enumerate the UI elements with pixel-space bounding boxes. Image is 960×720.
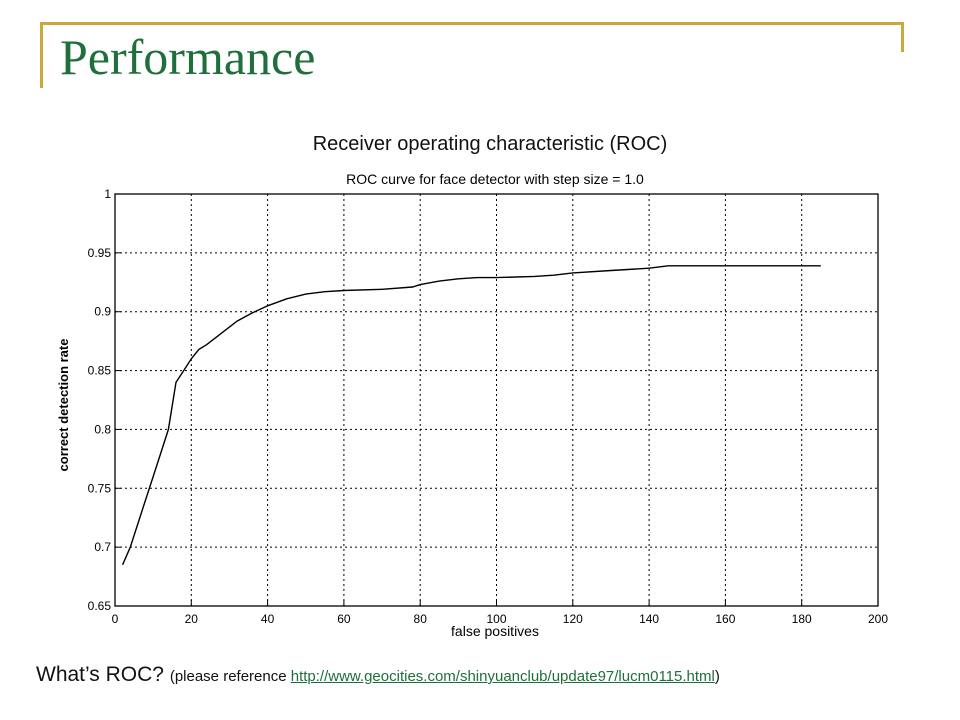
accent-line-right: [901, 22, 904, 52]
series-layer: [121, 265, 821, 566]
grid-layer: [115, 194, 878, 606]
y-tick-label: 0.85: [88, 364, 112, 378]
accent-line-top: [40, 22, 904, 25]
accent-line-left: [40, 22, 43, 88]
x-axis-label: false positives: [451, 623, 539, 639]
footer-reference-suffix: ): [714, 668, 720, 685]
x-tick-label: 180: [792, 612, 812, 626]
y-axis-label: correct detection rate: [56, 339, 71, 472]
y-tick-label: 1: [104, 187, 111, 201]
y-tick-label: 0.95: [88, 246, 112, 260]
y-tick-label: 0.8: [94, 422, 111, 436]
x-tick-label: 40: [261, 612, 275, 626]
roc-chart: ROC curve for face detector with step si…: [56, 171, 889, 639]
reference-link[interactable]: http://www.geocities.com/shinyuanclub/up…: [290, 668, 715, 685]
slide-title: Performance: [60, 29, 316, 85]
x-tick-label: 20: [185, 612, 199, 626]
y-tick-label: 0.9: [94, 305, 111, 319]
x-tick-label: 200: [868, 612, 888, 626]
tick-layer: 0 20 40 60 80 100 120 140 160 180 200 0.65 0.7 0.75 0.…: [88, 187, 889, 626]
roc-curve-line: [121, 265, 821, 566]
chart-caption: Receiver operating characteristic (ROC): [312, 133, 668, 155]
footer-reference-prefix: (please reference: [169, 668, 291, 685]
y-tick-label: 0.75: [88, 481, 112, 495]
footer-reference: (please reference http://www.geocities.c…: [170, 668, 720, 685]
x-tick-label: 80: [414, 612, 428, 626]
chart-title: ROC curve for face detector with step si…: [346, 171, 644, 187]
x-tick-label: 140: [639, 612, 659, 626]
x-tick-label: 0: [112, 612, 119, 626]
x-tick-label: 60: [337, 612, 351, 626]
footer-question: What’s ROC?: [36, 663, 164, 686]
y-tick-label: 0.65: [88, 599, 112, 613]
x-tick-label: 100: [486, 612, 506, 626]
x-tick-label: 160: [715, 612, 735, 626]
y-tick-label: 0.7: [94, 540, 111, 554]
x-tick-label: 120: [563, 612, 583, 626]
footer: What’s ROC? (please reference http://www…: [36, 663, 720, 687]
